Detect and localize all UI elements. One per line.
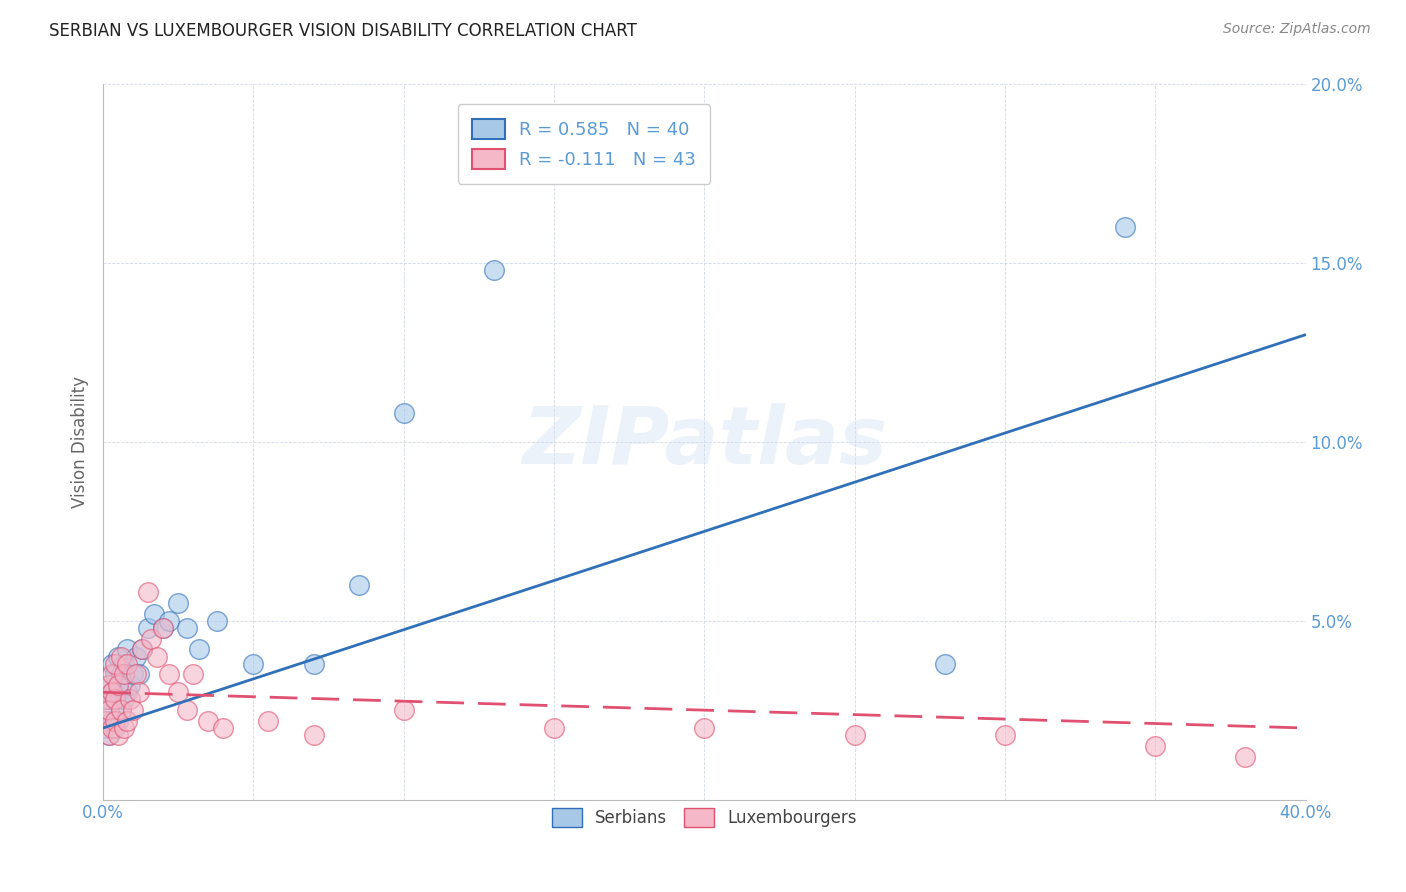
Point <box>98 728 121 742</box>
Point <box>112 667 135 681</box>
Point <box>167 685 190 699</box>
Point <box>844 728 866 742</box>
Point <box>994 728 1017 742</box>
Point <box>125 649 148 664</box>
Point <box>1234 749 1257 764</box>
Point <box>242 657 264 671</box>
Point <box>115 685 138 699</box>
Point <box>115 657 138 671</box>
Point <box>104 714 127 728</box>
Point <box>94 692 117 706</box>
Point <box>176 621 198 635</box>
Point <box>104 721 127 735</box>
Point <box>104 692 127 706</box>
Point <box>122 703 145 717</box>
Point <box>302 657 325 671</box>
Point <box>181 667 204 681</box>
Point <box>101 721 124 735</box>
Point <box>131 642 153 657</box>
Point <box>188 642 211 657</box>
Point <box>107 714 129 728</box>
Point <box>101 685 124 699</box>
Point <box>101 714 124 728</box>
Point <box>392 406 415 420</box>
Point <box>112 692 135 706</box>
Point <box>107 728 129 742</box>
Point <box>257 714 280 728</box>
Point <box>207 614 229 628</box>
Point <box>302 728 325 742</box>
Point <box>1114 220 1136 235</box>
Point <box>120 678 142 692</box>
Text: SERBIAN VS LUXEMBOURGER VISION DISABILITY CORRELATION CHART: SERBIAN VS LUXEMBOURGER VISION DISABILIT… <box>49 22 637 40</box>
Point <box>98 703 121 717</box>
Legend: Serbians, Luxembourgers: Serbians, Luxembourgers <box>546 802 863 834</box>
Point <box>693 721 716 735</box>
Point <box>122 667 145 681</box>
Point <box>167 596 190 610</box>
Point <box>101 657 124 671</box>
Point <box>176 703 198 717</box>
Point <box>94 703 117 717</box>
Point <box>143 607 166 621</box>
Point <box>197 714 219 728</box>
Point <box>212 721 235 735</box>
Point <box>125 667 148 681</box>
Point <box>392 703 415 717</box>
Point <box>347 578 370 592</box>
Point <box>934 657 956 671</box>
Point <box>110 649 132 664</box>
Point <box>128 667 150 681</box>
Point <box>98 692 121 706</box>
Text: Source: ZipAtlas.com: Source: ZipAtlas.com <box>1223 22 1371 37</box>
Point <box>98 678 121 692</box>
Point <box>120 692 142 706</box>
Point <box>107 685 129 699</box>
Point <box>104 692 127 706</box>
Y-axis label: Vision Disability: Vision Disability <box>72 376 89 508</box>
Point <box>107 678 129 692</box>
Point <box>157 614 180 628</box>
Point <box>112 657 135 671</box>
Point <box>94 721 117 735</box>
Point <box>107 649 129 664</box>
Point <box>98 728 121 742</box>
Point <box>482 263 505 277</box>
Point <box>152 621 174 635</box>
Point <box>136 621 159 635</box>
Text: ZIPatlas: ZIPatlas <box>522 403 887 481</box>
Point <box>115 642 138 657</box>
Point <box>104 657 127 671</box>
Point <box>146 649 169 664</box>
Point <box>543 721 565 735</box>
Point <box>1144 739 1167 753</box>
Point <box>110 703 132 717</box>
Point <box>131 642 153 657</box>
Point <box>110 667 132 681</box>
Point <box>101 667 124 681</box>
Point <box>141 632 163 646</box>
Point <box>104 667 127 681</box>
Point <box>94 714 117 728</box>
Point <box>128 685 150 699</box>
Point <box>101 685 124 699</box>
Point <box>98 678 121 692</box>
Point <box>157 667 180 681</box>
Point <box>110 703 132 717</box>
Point <box>115 714 138 728</box>
Point <box>136 585 159 599</box>
Point <box>112 721 135 735</box>
Point <box>152 621 174 635</box>
